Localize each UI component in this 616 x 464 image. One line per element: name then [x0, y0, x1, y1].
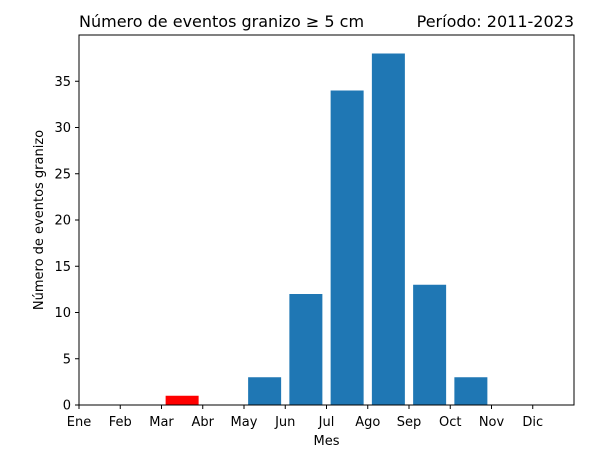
y-axis-label: Número de eventos granizo	[32, 130, 47, 310]
x-tick-label: May	[231, 415, 258, 430]
y-tick-label: 10	[54, 306, 71, 321]
axes-frame	[78, 34, 575, 406]
bar-jul	[330, 90, 364, 405]
x-tick-label: Sep	[397, 415, 422, 430]
x-tick-label: Mar	[149, 415, 174, 430]
x-tick-label: Ene	[67, 415, 91, 430]
x-axis: Ene Feb Mar Abr May Jun Jul Ago Sep Oct Nov Dic	[67, 405, 543, 430]
x-tick-label: Oct	[439, 415, 461, 430]
x-tick-label: Nov	[479, 415, 505, 430]
x-tick-label: Feb	[109, 415, 132, 430]
chart-subtitle: Período: 2011-2023	[417, 12, 574, 31]
bar-mar	[165, 395, 199, 405]
bar-oct	[454, 377, 488, 405]
y-tick-label: 30	[54, 121, 71, 136]
y-tick-label: 0	[63, 399, 71, 414]
bar-may	[248, 377, 282, 405]
x-tick-label: Jun	[274, 415, 295, 430]
chart-title: Número de eventos granizo ≥ 5 cm	[79, 12, 364, 31]
y-tick-label: 15	[54, 260, 71, 275]
y-tick-label: 20	[54, 214, 71, 229]
bar-ago	[371, 53, 405, 405]
y-tick-label: 25	[54, 167, 71, 182]
plot-area	[165, 53, 488, 405]
x-tick-label: Ago	[355, 415, 380, 430]
y-tick-label: 35	[54, 75, 71, 90]
bar-sep	[413, 284, 447, 405]
x-axis-label: Mes	[314, 434, 340, 449]
x-tick-label: Jul	[318, 415, 335, 430]
y-tick-label: 5	[63, 352, 71, 367]
x-tick-label: Dic	[522, 415, 543, 430]
y-axis: 0 5 10 15 20 25 30 35	[54, 75, 79, 414]
x-tick-label: Abr	[192, 415, 215, 430]
bar-jun	[289, 294, 323, 405]
